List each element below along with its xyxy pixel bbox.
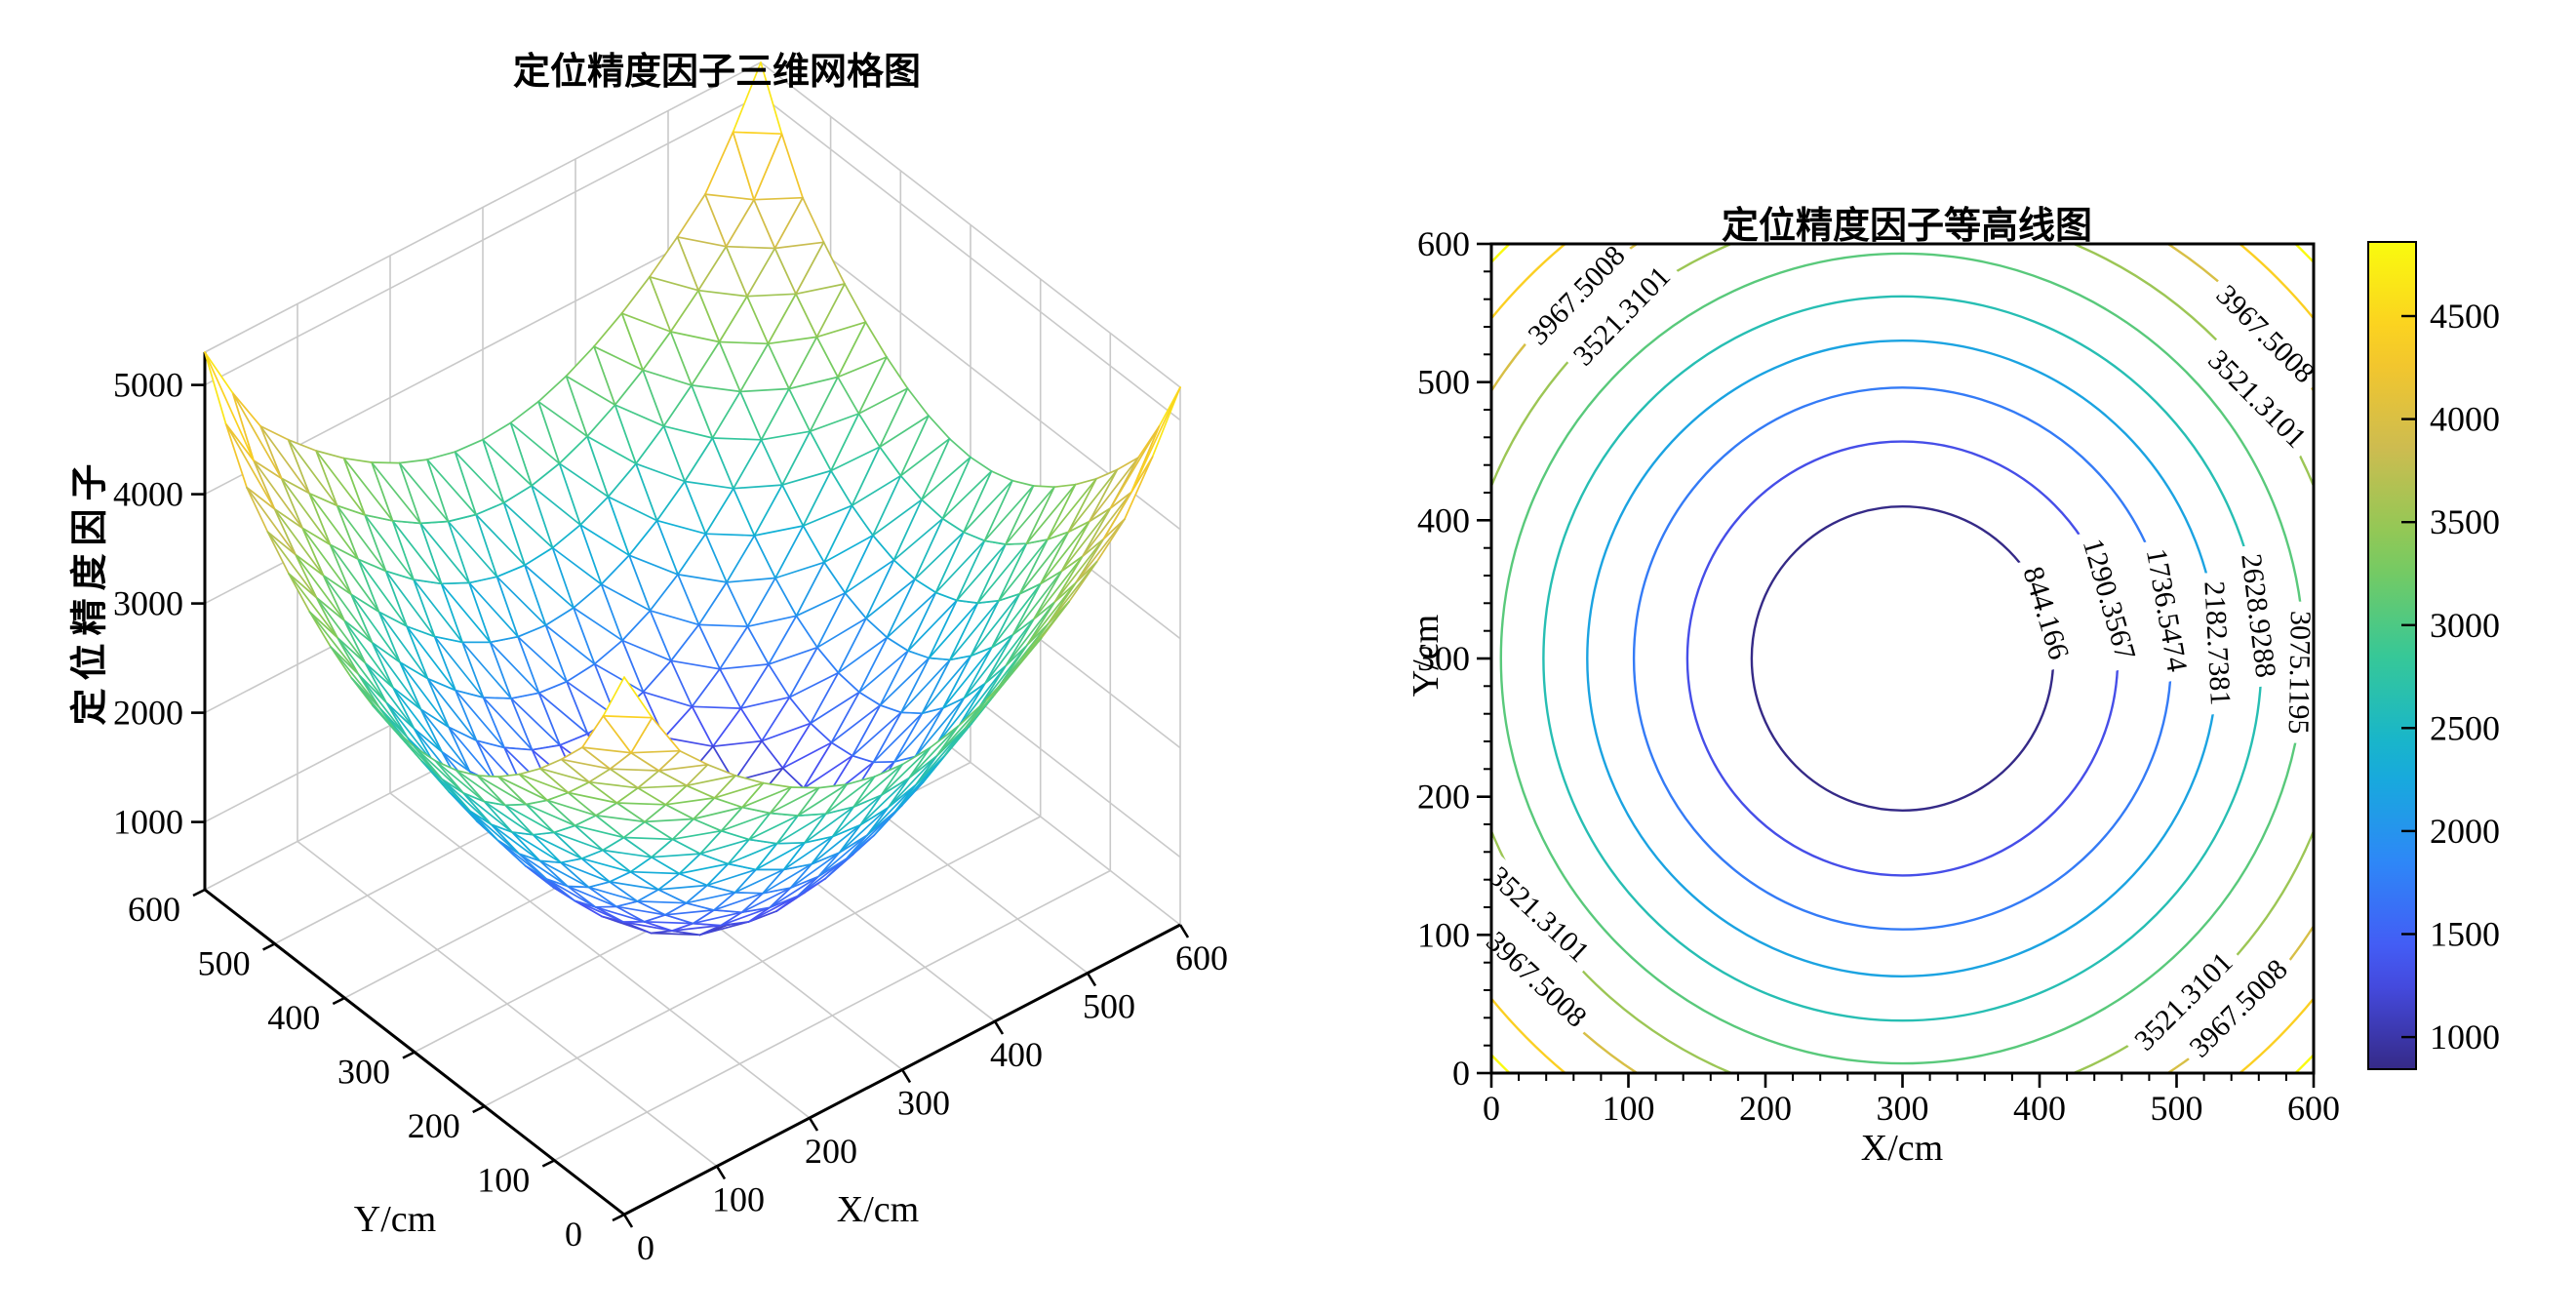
mesh3d-tick-labels: 0 100 200 300 400 500 600 0 100 200 300 400 500 600 10…	[113, 366, 1228, 1267]
svg-text:4000: 4000	[2430, 400, 2500, 439]
mesh3d-x-axis-label: X/cm	[836, 1189, 920, 1230]
svg-text:1000: 1000	[2430, 1017, 2500, 1057]
svg-text:1000: 1000	[113, 803, 183, 842]
svg-text:3000: 3000	[113, 584, 183, 623]
svg-text:3075.1195: 3075.1195	[2282, 611, 2317, 735]
svg-text:0: 0	[637, 1228, 654, 1267]
contour-line	[1632, 386, 2173, 931]
svg-text:100: 100	[1417, 915, 1470, 954]
svg-text:4500: 4500	[2430, 297, 2500, 336]
contour-label: 2628.9288	[2234, 543, 2284, 689]
svg-text:1736.5474: 1736.5474	[2140, 546, 2194, 674]
svg-text:300: 300	[897, 1084, 950, 1123]
svg-text:100: 100	[477, 1161, 530, 1200]
svg-text:5000: 5000	[113, 366, 183, 405]
contour-title: 定位精度因子等高线图	[1721, 206, 2092, 247]
svg-text:400: 400	[1417, 500, 1470, 539]
svg-text:200: 200	[1417, 778, 1470, 817]
svg-text:0: 0	[1483, 1089, 1500, 1128]
svg-text:300: 300	[1877, 1089, 1929, 1128]
svg-text:2000: 2000	[2430, 812, 2500, 851]
svg-text:600: 600	[2287, 1089, 2340, 1128]
svg-text:0: 0	[1452, 1054, 1470, 1093]
svg-text:600: 600	[1175, 938, 1228, 977]
contour-line	[1750, 505, 2055, 813]
svg-text:600: 600	[1417, 224, 1470, 263]
mesh3d-z-axis-label: 定位精度因子	[69, 456, 111, 726]
contour-line	[1542, 295, 2263, 1022]
svg-text:400: 400	[2013, 1089, 2066, 1128]
svg-text:500: 500	[1083, 987, 1135, 1026]
mesh3d-title: 定位精度因子三维网格图	[512, 52, 921, 93]
colorbar-gradient	[2367, 241, 2417, 1070]
contour-label: 844.166	[2013, 554, 2080, 672]
svg-text:100: 100	[712, 1180, 765, 1219]
svg-text:500: 500	[2151, 1089, 2203, 1128]
svg-text:100: 100	[1603, 1089, 1655, 1128]
svg-text:2182.7381: 2182.7381	[2198, 580, 2237, 706]
svg-text:3000: 3000	[2430, 606, 2500, 645]
svg-text:600: 600	[128, 890, 180, 929]
contour-x-axis-label: X/cm	[1860, 1128, 1944, 1169]
svg-text:400: 400	[990, 1035, 1043, 1074]
contour-label: 1290.3567	[2074, 526, 2146, 672]
svg-text:300: 300	[337, 1053, 390, 1092]
svg-text:300: 300	[1417, 639, 1470, 678]
contour-axes	[1477, 242, 2316, 1088]
svg-text:500: 500	[198, 944, 251, 983]
svg-text:0: 0	[565, 1215, 582, 1254]
colorbar: 1000 1500 2000 2500 3000 3500 4000 4500	[2367, 241, 2500, 1070]
svg-text:400: 400	[267, 998, 320, 1037]
svg-text:1290.3567: 1290.3567	[2077, 535, 2142, 663]
svg-text:200: 200	[408, 1106, 460, 1145]
svg-text:2500: 2500	[2430, 708, 2500, 747]
contour-label: 3075.1195	[2281, 601, 2318, 743]
svg-text:4000: 4000	[113, 475, 183, 514]
svg-text:2628.9288: 2628.9288	[2235, 552, 2281, 680]
contour-tick-labels: 0 100 200 300 400 500 600 0 100 200 300 400 500 600	[1417, 224, 2340, 1128]
mesh3d-axes	[191, 352, 1190, 1228]
svg-text:2000: 2000	[113, 694, 183, 733]
contour-y-axis-label: Y/cm	[1406, 614, 1447, 698]
svg-text:844.166: 844.166	[2016, 563, 2075, 663]
svg-text:200: 200	[805, 1132, 857, 1171]
contour-label: 1736.5474	[2138, 538, 2197, 683]
mesh3d-surface	[204, 61, 1181, 937]
mesh3d-y-axis-label: Y/cm	[353, 1199, 437, 1240]
svg-text:500: 500	[1417, 363, 1470, 402]
svg-text:3500: 3500	[2430, 502, 2500, 541]
svg-text:1500: 1500	[2430, 915, 2500, 954]
contour-label: 2182.7381	[2197, 572, 2239, 715]
svg-text:200: 200	[1739, 1089, 1792, 1128]
